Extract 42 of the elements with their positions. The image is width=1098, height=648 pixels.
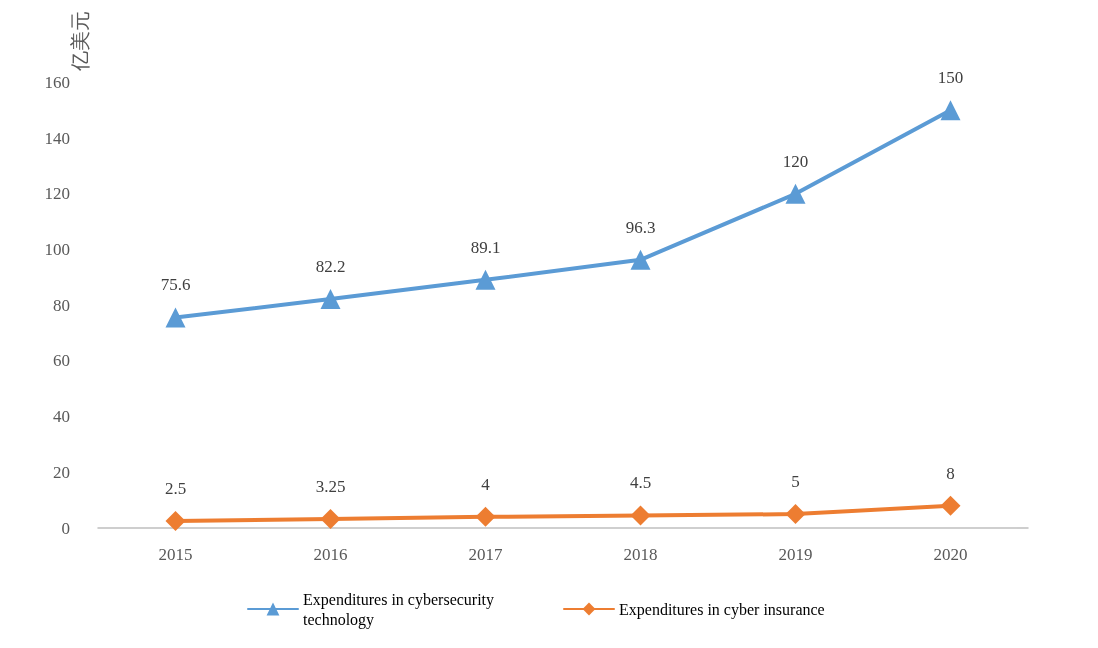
data-label: 89.1 xyxy=(470,237,501,257)
y-tick-label: 20 xyxy=(53,462,70,482)
point xyxy=(475,506,496,527)
point xyxy=(785,183,806,204)
y-tick-label: 80 xyxy=(53,295,70,315)
y-tick-label: 0 xyxy=(61,518,70,538)
point xyxy=(785,504,806,525)
point xyxy=(320,289,341,310)
legend-label: Expenditures in cyber insurance xyxy=(619,600,825,619)
y-axis-title: 亿美元 xyxy=(69,11,91,72)
point xyxy=(940,495,961,516)
point xyxy=(165,307,186,328)
legend-label: Expenditures in cybersecurity technology xyxy=(303,590,499,629)
x-tick-label: 2015 xyxy=(158,545,193,564)
y-tick-label: 120 xyxy=(44,184,70,204)
y-tick-label: 100 xyxy=(44,240,70,259)
data-label: 4.5 xyxy=(629,473,652,493)
data-label: 75.6 xyxy=(160,275,191,295)
point xyxy=(320,508,341,529)
point xyxy=(630,249,651,270)
x-tick-label: 2017 xyxy=(468,545,503,564)
point xyxy=(475,269,496,290)
point xyxy=(630,505,651,526)
y-tick-label: 40 xyxy=(53,407,70,427)
x-tick-label: 2018 xyxy=(623,545,658,564)
x-tick-label: 2020 xyxy=(933,545,968,564)
point xyxy=(165,511,186,532)
data-label: 2.5 xyxy=(164,479,187,499)
x-tick-label: 2019 xyxy=(778,545,813,564)
data-label: 82.2 xyxy=(315,257,346,277)
data-label: 96.3 xyxy=(625,217,656,237)
data-label: 150 xyxy=(937,68,964,88)
y-tick-label: 160 xyxy=(44,72,70,92)
data-label: 3.25 xyxy=(315,476,346,496)
data-label: 8 xyxy=(946,463,955,483)
x-tick-label: 2016 xyxy=(313,545,348,564)
data-label: 5 xyxy=(791,472,800,492)
y-tick-label: 60 xyxy=(53,351,70,371)
point xyxy=(940,100,961,121)
y-tick-label: 140 xyxy=(44,128,70,148)
data-label: 120 xyxy=(782,151,809,171)
data-label: 4 xyxy=(481,474,491,494)
